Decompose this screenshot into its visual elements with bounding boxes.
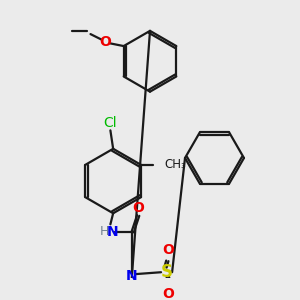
- Text: Cl: Cl: [103, 116, 117, 130]
- Text: H: H: [100, 225, 110, 238]
- Text: CH₃: CH₃: [164, 158, 186, 171]
- Text: N: N: [106, 225, 118, 239]
- Text: O: O: [163, 243, 174, 257]
- Text: S: S: [160, 263, 172, 281]
- Text: O: O: [99, 35, 111, 50]
- Text: O: O: [132, 201, 144, 215]
- Text: N: N: [126, 269, 137, 283]
- Text: O: O: [163, 287, 174, 300]
